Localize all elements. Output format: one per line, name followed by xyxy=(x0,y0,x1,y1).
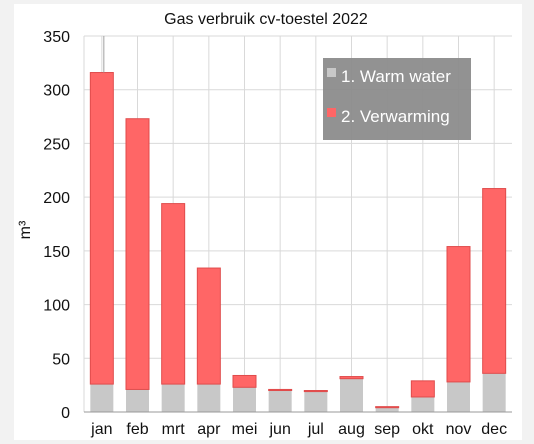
y-tick-label: 100 xyxy=(43,298,70,315)
y-tick-label: 150 xyxy=(43,244,70,261)
x-tick-label: apr xyxy=(197,421,221,438)
bar-nov-series-2 xyxy=(446,246,471,383)
x-tick-label: feb xyxy=(126,421,148,438)
y-axis-label: m³ xyxy=(17,220,34,239)
x-tick-label: sep xyxy=(374,421,400,438)
bar-jun-series-1 xyxy=(268,390,292,412)
bar-mei-series-1 xyxy=(233,387,256,412)
y-tick-label: 50 xyxy=(52,351,70,368)
y-tick-label: 0 xyxy=(61,405,70,422)
y-tick-label: 350 xyxy=(43,29,70,46)
legend-label: 2. Verwarming xyxy=(341,107,450,126)
x-tick-label: okt xyxy=(412,421,434,438)
legend-label: 1. Warm water xyxy=(341,67,451,86)
bar-okt-series-1 xyxy=(411,396,435,412)
bar-mrt-series-2 xyxy=(161,203,186,385)
x-tick-label: jul xyxy=(307,421,324,438)
legend: 1. Warm water 2. Verwarming xyxy=(323,58,471,140)
x-tick-label: mrt xyxy=(162,421,186,438)
bar-dec-series-2 xyxy=(482,188,507,374)
bar-mrt-series-1 xyxy=(161,384,185,412)
chart-title: Gas verbruik cv-toestel 2022 xyxy=(164,11,368,28)
bar-nov-series-1 xyxy=(447,381,470,412)
x-tick-label: dec xyxy=(481,421,507,438)
bar-apr-series-2 xyxy=(196,267,221,385)
bar-jan-series-2 xyxy=(89,72,114,385)
bar-sep-series-1 xyxy=(375,407,399,412)
legend-swatch xyxy=(327,108,336,117)
axes: 0 50 100 150 200 250 300 350 jan feb mrt apr mei jun j… xyxy=(43,29,512,438)
x-tick-label: jan xyxy=(90,421,112,438)
x-tick-label: jun xyxy=(268,421,290,438)
x-tick-label: nov xyxy=(446,421,472,438)
x-tick-label: mei xyxy=(232,421,258,438)
bar-aug-series-2 xyxy=(339,376,364,380)
bar-feb-series-2 xyxy=(125,118,150,390)
bar-sep-series-2 xyxy=(375,406,400,409)
y-tick-label: 200 xyxy=(43,190,70,207)
bar-aug-series-1 xyxy=(340,378,363,412)
bar-jul-series-2 xyxy=(303,390,328,393)
y-tick-label: 300 xyxy=(43,83,70,100)
bar-dec-series-1 xyxy=(482,373,506,412)
y-tick-label: 250 xyxy=(43,136,70,153)
x-tick-label: aug xyxy=(338,421,365,438)
bar-feb-series-1 xyxy=(126,389,149,412)
bar-jun-series-2 xyxy=(268,388,293,392)
bar-okt-series-2 xyxy=(410,380,435,398)
bar-apr-series-1 xyxy=(197,384,221,412)
bar-jul-series-1 xyxy=(304,391,328,412)
bar-mei-series-2 xyxy=(232,374,257,388)
bar-jan-series-1 xyxy=(90,384,114,412)
bars xyxy=(89,36,507,412)
legend-box xyxy=(323,58,471,140)
legend-swatch xyxy=(327,68,336,77)
